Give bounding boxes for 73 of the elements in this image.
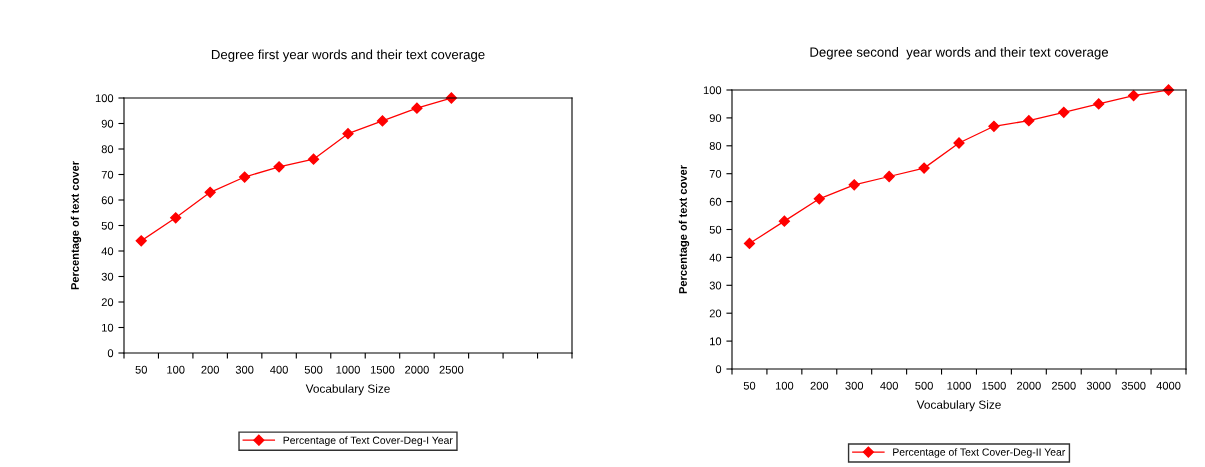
y-tick-label: 90 bbox=[101, 119, 114, 128]
point bbox=[1128, 89, 1140, 102]
point bbox=[239, 171, 251, 183]
x-tick-label: 100 bbox=[167, 365, 185, 374]
y-tick-label: 40 bbox=[101, 247, 114, 256]
x-tick-label: 2000 bbox=[405, 365, 429, 374]
x-tick-label: 300 bbox=[845, 381, 864, 390]
x-tick-label: 3500 bbox=[1121, 381, 1146, 390]
point bbox=[1093, 98, 1105, 110]
chart-title: Degree second year words and their text coverage bbox=[810, 47, 1109, 60]
y-tick-label: 100 bbox=[703, 86, 722, 95]
x-tick-label: 1500 bbox=[370, 365, 395, 374]
y-tick-label: 50 bbox=[101, 221, 114, 230]
point bbox=[918, 162, 930, 174]
y-tick-label: 30 bbox=[101, 272, 114, 281]
x-tick-label: 2500 bbox=[439, 365, 464, 374]
point bbox=[307, 153, 320, 165]
x-tick-label: 2000 bbox=[1017, 381, 1041, 390]
x-tick-label: 2500 bbox=[1051, 381, 1076, 390]
x-axis-title: Vocabulary Size bbox=[916, 400, 1001, 412]
point bbox=[376, 115, 389, 127]
x-tick-label: 400 bbox=[270, 365, 288, 374]
y-tick-label: 80 bbox=[101, 145, 114, 154]
point bbox=[813, 193, 825, 205]
x-tick-label: 1000 bbox=[336, 365, 360, 374]
x-tick-label: 1000 bbox=[947, 381, 971, 390]
y-axis-title: Percentage of text cover bbox=[678, 165, 690, 294]
chart-title: Degree first year words and their text coverage bbox=[211, 49, 485, 62]
point bbox=[273, 161, 285, 173]
legend-label: Percentage of Text Cover-Deg-I Year bbox=[283, 436, 453, 447]
x-tick-label: 200 bbox=[810, 381, 829, 390]
y-tick-label: 90 bbox=[709, 114, 722, 123]
y-tick-label: 20 bbox=[101, 298, 114, 307]
x-tick-label: 50 bbox=[135, 365, 147, 374]
y-axis-title: Percentage of text cover bbox=[70, 161, 82, 290]
y-tick-label: 0 bbox=[715, 365, 722, 374]
y-tick-label: 70 bbox=[101, 170, 114, 179]
x-tick-label: 4000 bbox=[1156, 381, 1181, 390]
x-tick-label: 50 bbox=[743, 381, 756, 390]
y-tick-label: 40 bbox=[709, 253, 722, 262]
y-tick-label: 50 bbox=[709, 225, 722, 234]
point bbox=[778, 215, 790, 227]
y-tick-label: 70 bbox=[709, 169, 722, 178]
point bbox=[170, 212, 182, 224]
x-tick-label: 3000 bbox=[1086, 381, 1111, 390]
y-tick-label: 60 bbox=[709, 197, 722, 206]
point bbox=[988, 120, 1000, 132]
point bbox=[848, 179, 860, 191]
y-tick-label: 30 bbox=[709, 281, 722, 290]
x-axis-title: Vocabulary Size bbox=[305, 384, 390, 396]
x-tick-label: 100 bbox=[775, 381, 794, 390]
x-tick-label: 500 bbox=[915, 381, 933, 390]
point bbox=[342, 128, 354, 140]
y-tick-label: 100 bbox=[95, 94, 114, 103]
y-tick-label: 10 bbox=[710, 337, 722, 346]
legend-label: Percentage of Text Cover-Deg-II Year bbox=[893, 448, 1066, 458]
point bbox=[743, 237, 756, 250]
point bbox=[135, 235, 147, 247]
point bbox=[411, 102, 423, 114]
x-tick-label: 300 bbox=[235, 365, 254, 374]
x-tick-label: 500 bbox=[304, 365, 323, 374]
point bbox=[1058, 106, 1070, 118]
y-tick-label: 20 bbox=[709, 309, 722, 318]
point bbox=[1023, 115, 1035, 127]
point bbox=[883, 170, 895, 183]
y-tick-label: 80 bbox=[709, 142, 722, 150]
y-tick-label: 10 bbox=[102, 323, 114, 332]
y-tick-label: 60 bbox=[101, 196, 114, 205]
x-tick-label: 1500 bbox=[982, 381, 1006, 390]
x-tick-label: 400 bbox=[880, 381, 898, 390]
y-tick-label: 0 bbox=[107, 349, 114, 358]
point bbox=[204, 186, 216, 198]
x-tick-label: 200 bbox=[201, 365, 219, 374]
